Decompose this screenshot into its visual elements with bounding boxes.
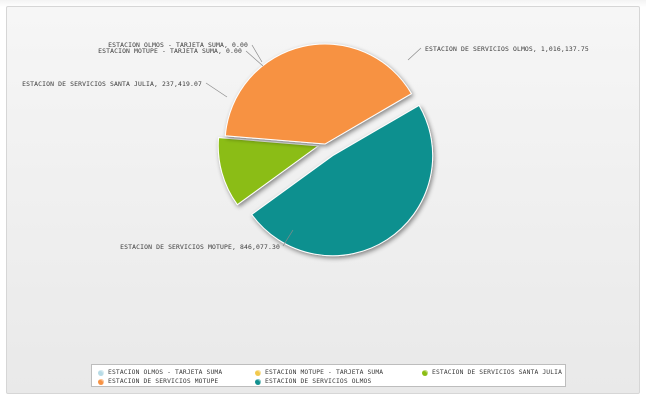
data-label-santa-julia: ESTACION DE SERVICIOS SANTA JULIA, 237,4…: [22, 80, 202, 88]
legend-item-olmos[interactable]: ESTACION DE SERVICIOS OLMOS: [255, 377, 371, 386]
chart-legend: ESTACION OLMOS - TARJETA SUMA ESTACION MO…: [91, 364, 566, 387]
legend-item-olmos-tarjeta[interactable]: ESTACION OLMOS - TARJETA SUMA: [98, 368, 222, 377]
legend-marker-icon: [255, 378, 261, 385]
data-label-motupe-tarjeta: ESTACION MOTUPE - TARJETA SUMA, 0.00: [98, 47, 242, 55]
legend-item-motupe[interactable]: ESTACION DE SERVICIOS MOTUPE: [98, 377, 218, 386]
legend-label: ESTACION MOTUPE - TARJETA SUMA: [265, 369, 384, 376]
legend-marker-icon: [422, 369, 428, 376]
legend-label: ESTACION OLMOS - TARJETA SUMA: [108, 369, 223, 376]
window-top-strip: [0, 0, 646, 7]
data-label-olmos-tarjeta: ESTACION OLMOS - TARJETA SUMA, 0.00: [108, 41, 248, 49]
pie-slice-santa-julia[interactable]: [217, 137, 320, 206]
pie-slice-olmos[interactable]: [251, 104, 434, 257]
legend-item-santa-julia[interactable]: ESTACION DE SERVICIOS SANTA JULIA: [422, 368, 562, 377]
leader-line-olmos: [407, 47, 422, 61]
legend-label: ESTACION DE SERVICIOS OLMOS: [265, 378, 372, 385]
legend-marker-icon: [98, 378, 104, 385]
leader-line-motupe-tarjeta: [245, 50, 264, 67]
legend-marker-icon: [98, 369, 104, 376]
leader-line-santa-julia: [205, 82, 228, 98]
leader-line-motupe: [282, 229, 294, 247]
leader-line-olmos-tarjeta: [251, 44, 263, 63]
data-label-olmos: ESTACION DE SERVICIOS OLMOS, 1,016,137.7…: [425, 45, 589, 53]
pie-slice-motupe[interactable]: [224, 43, 413, 145]
legend-label: ESTACION DE SERVICIOS MOTUPE: [108, 378, 219, 385]
legend-label: ESTACION DE SERVICIOS SANTA JULIA: [432, 369, 563, 376]
legend-marker-icon: [255, 369, 261, 376]
data-label-motupe: ESTACION DE SERVICIOS MOTUPE, 846,077.30: [120, 243, 280, 251]
legend-item-motupe-tarjeta[interactable]: ESTACION MOTUPE - TARJETA SUMA: [255, 368, 383, 377]
